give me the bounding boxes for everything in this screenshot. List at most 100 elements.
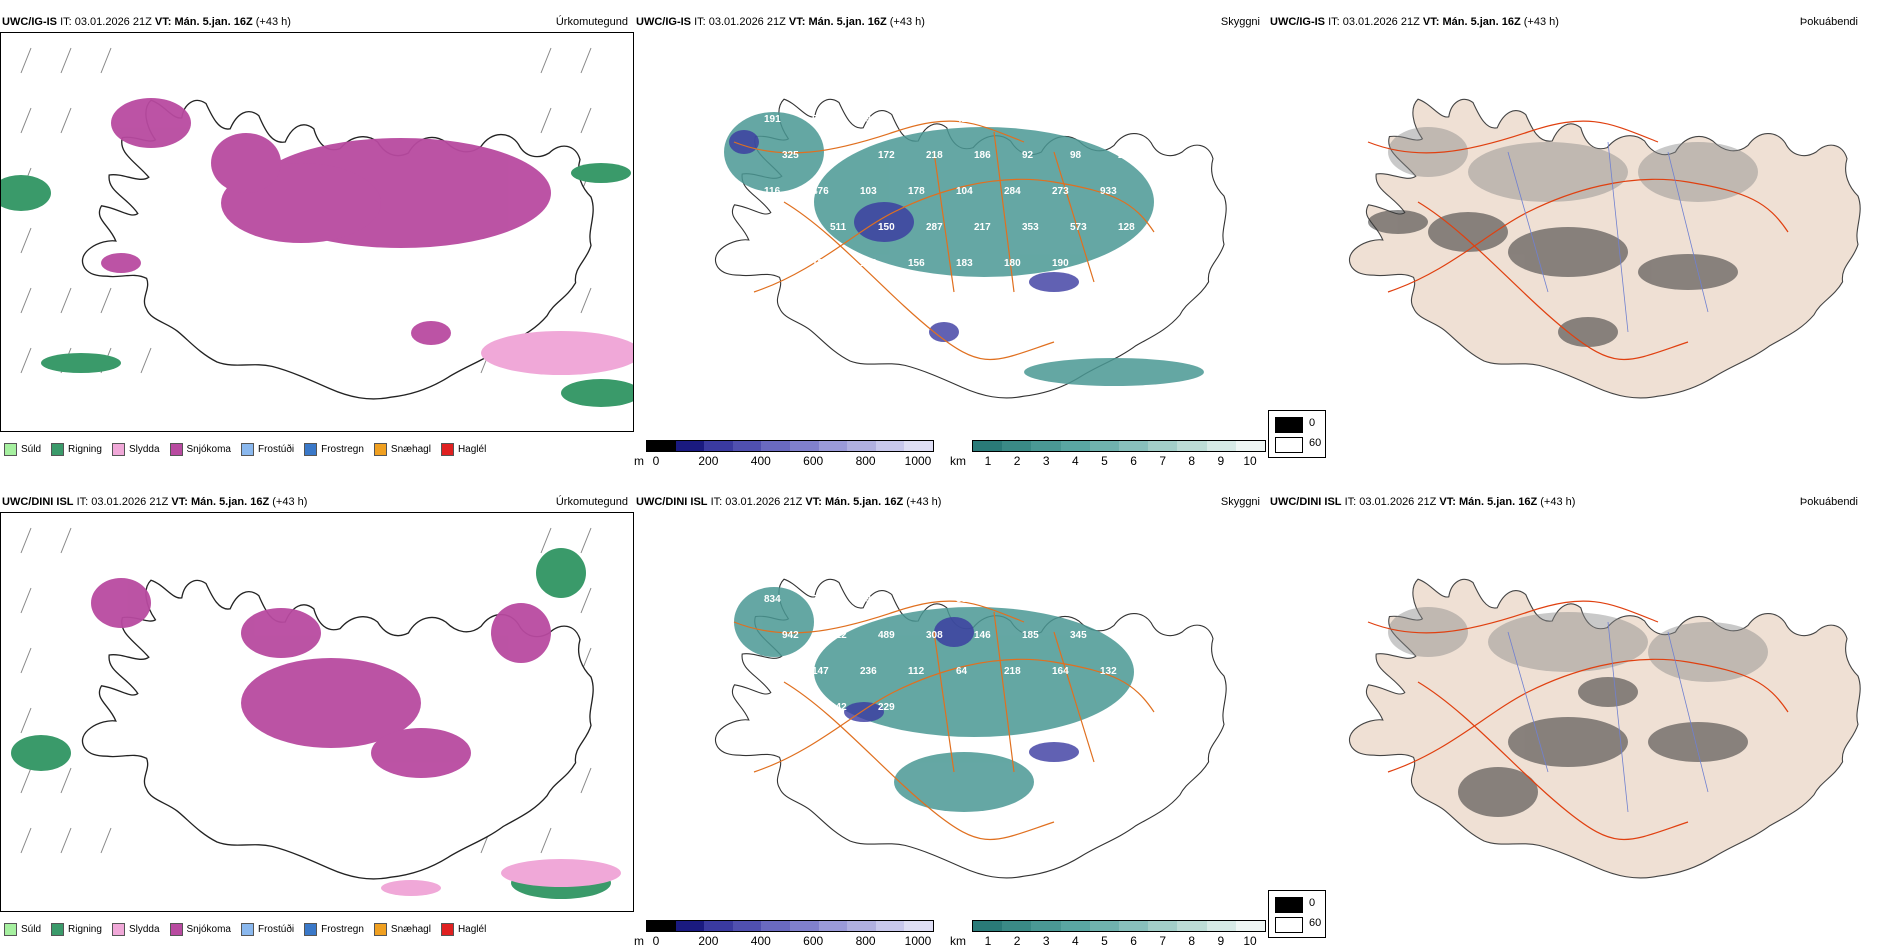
legend-label: Frostúði bbox=[257, 443, 295, 455]
legend-label: Slydda bbox=[128, 443, 160, 455]
legend-swatch bbox=[111, 922, 125, 936]
colorbar-segment bbox=[761, 921, 790, 931]
colorbar-segment bbox=[1177, 921, 1207, 931]
visibility-value-label: 218 bbox=[926, 150, 943, 161]
colorbar-tick: 1 bbox=[984, 454, 992, 468]
visibility-value-label: 164 bbox=[1052, 666, 1069, 677]
colorbar-segment bbox=[973, 921, 1003, 931]
visibility-value-label: 511 bbox=[830, 222, 847, 233]
colorbar-segment bbox=[1119, 921, 1149, 931]
colorbar-segment bbox=[875, 921, 905, 931]
legend-label: Súld bbox=[21, 443, 42, 455]
colorbar-segment bbox=[1206, 441, 1236, 451]
visibility-value-label: 397 bbox=[1052, 114, 1069, 125]
visibility-value-label: 212 bbox=[1052, 594, 1069, 605]
visibility-value-label: 150 bbox=[878, 222, 895, 233]
legend-swatch bbox=[440, 922, 454, 936]
visibility-value-label: 312 bbox=[830, 630, 847, 641]
legend-item: Rigning bbox=[51, 442, 102, 456]
colorbar-segment bbox=[818, 921, 848, 931]
variable-name: Þokuábendi bbox=[1799, 16, 1858, 28]
legend-item: Snjókoma bbox=[169, 922, 231, 936]
colorbar-tick: 6 bbox=[1130, 934, 1137, 948]
colorbar-tick: 400 bbox=[750, 934, 771, 948]
panel-title: UWC/IG-IS IT: 03.01.2026 21Z VT: Mán. 5.… bbox=[636, 16, 925, 28]
colorbar-segment bbox=[1089, 441, 1120, 451]
colorbar-tick: 9 bbox=[1217, 454, 1225, 468]
visibility-value-label: 391 bbox=[1004, 114, 1021, 125]
variable-name: Skyggni bbox=[1220, 496, 1260, 508]
visibility-value-label: 109 bbox=[782, 702, 799, 713]
colorbar-segment bbox=[1148, 921, 1178, 931]
visibility-panel-bottom: UWC/DINI ISL IT: 03.01.2026 21Z VT: Mán.… bbox=[634, 494, 1268, 948]
visibility-value-label: 573 bbox=[1070, 222, 1087, 233]
colorbar-tick: 7 bbox=[1159, 454, 1166, 468]
visibility-value-label: 476 bbox=[812, 186, 829, 197]
visibility-value-label: 569 bbox=[812, 114, 829, 125]
colorbar-tick: 9 bbox=[1217, 934, 1225, 948]
visibility-value-label: 942 bbox=[782, 630, 799, 641]
legend-swatch bbox=[304, 442, 318, 456]
visibility-value-label: 136 bbox=[860, 258, 877, 269]
colorbar-segment bbox=[1060, 441, 1090, 451]
precip-type-map bbox=[0, 32, 634, 432]
legend-swatch bbox=[4, 442, 17, 456]
visibility-value-label: 933 bbox=[1100, 186, 1117, 197]
visibility-value-label: 325 bbox=[782, 150, 799, 161]
visibility-value-label: 236 bbox=[860, 666, 877, 677]
fog-map bbox=[1348, 98, 1861, 399]
colorbar-segment bbox=[818, 441, 848, 451]
colorbar-tick: 600 bbox=[803, 934, 824, 948]
legend-swatch bbox=[240, 442, 254, 456]
visibility-value-label: 132 bbox=[1100, 666, 1117, 677]
legend-label: Haglél bbox=[457, 923, 487, 935]
legend-item: Frostregn bbox=[304, 442, 364, 456]
visibility-map: 834 796 296 178 332 362 212 208 942 312 489 308 146 1… bbox=[714, 578, 1227, 879]
colorbar-tick: 1000 bbox=[904, 454, 932, 468]
visibility-value-label: 190 bbox=[1052, 258, 1069, 269]
visibility-value-label: 332 bbox=[956, 594, 973, 605]
legend-item: Rigning bbox=[51, 922, 102, 936]
legend-label: Rigning bbox=[68, 923, 102, 935]
colorbar-tick: 3 bbox=[1042, 934, 1050, 948]
fog-panel-top: UWC/IG-IS IT: 03.01.2026 21Z VT: Mán. 5.… bbox=[1268, 14, 1900, 464]
colorbar-segment bbox=[1002, 441, 1032, 451]
colorbar-tick: 5 bbox=[1101, 934, 1108, 948]
panel-title: UWC/DINI ISL IT: 03.01.2026 21Z VT: Mán.… bbox=[636, 496, 942, 508]
fog-legend: 0 60 bbox=[1268, 890, 1326, 938]
visibility-value-label: 210 bbox=[1118, 150, 1135, 161]
visibility-value-label: 298 bbox=[830, 150, 847, 161]
legend-item: Snæhagl bbox=[373, 922, 431, 936]
legend-label: Frostúði bbox=[257, 923, 295, 935]
visibility-value-label: 112 bbox=[908, 666, 925, 677]
colorbar-segment bbox=[847, 921, 876, 931]
visibility-value-label: 294 bbox=[782, 222, 799, 233]
visibility-value-label: 193 bbox=[860, 114, 877, 125]
colorbar-segment bbox=[789, 441, 819, 451]
visibility-value-label: 92 bbox=[1022, 150, 1034, 161]
legend-item: Slydda bbox=[111, 442, 160, 456]
colorbar-segment bbox=[1031, 441, 1061, 451]
visibility-value-label: 116 bbox=[764, 186, 781, 197]
visibility-value-label: 308 bbox=[926, 630, 943, 641]
visibility-value-label: 146 bbox=[974, 630, 991, 641]
visibility-value-label: 128 bbox=[1118, 222, 1135, 233]
colorbar-tick: 7 bbox=[1159, 934, 1166, 948]
colorbar-tick: 200 bbox=[698, 454, 719, 468]
legend-item: Frostúði bbox=[240, 922, 295, 936]
visibility-value-label: 159 bbox=[1118, 630, 1135, 641]
colorbar-segment bbox=[1002, 921, 1032, 931]
colorbar-segment bbox=[647, 441, 676, 451]
panel-title: UWC/DINI ISL IT: 03.01.2026 21Z VT: Mán.… bbox=[1270, 496, 1576, 508]
variable-name: Úrkomutegund bbox=[555, 16, 628, 28]
visibility-value-label: 98 bbox=[1070, 150, 1082, 161]
colorbar-segment bbox=[1206, 921, 1236, 931]
legend-label: Frostregn bbox=[321, 923, 364, 935]
variable-name: Skyggni bbox=[1220, 16, 1260, 28]
legend-item: Súld bbox=[4, 922, 41, 936]
legend-label: Snjókoma bbox=[186, 923, 231, 935]
colorbar-tick: 1 bbox=[984, 934, 992, 948]
colorbar-tick: 1000 bbox=[904, 934, 932, 948]
visibility-value-label: 222 bbox=[908, 114, 925, 125]
precip-type-map bbox=[0, 512, 634, 912]
